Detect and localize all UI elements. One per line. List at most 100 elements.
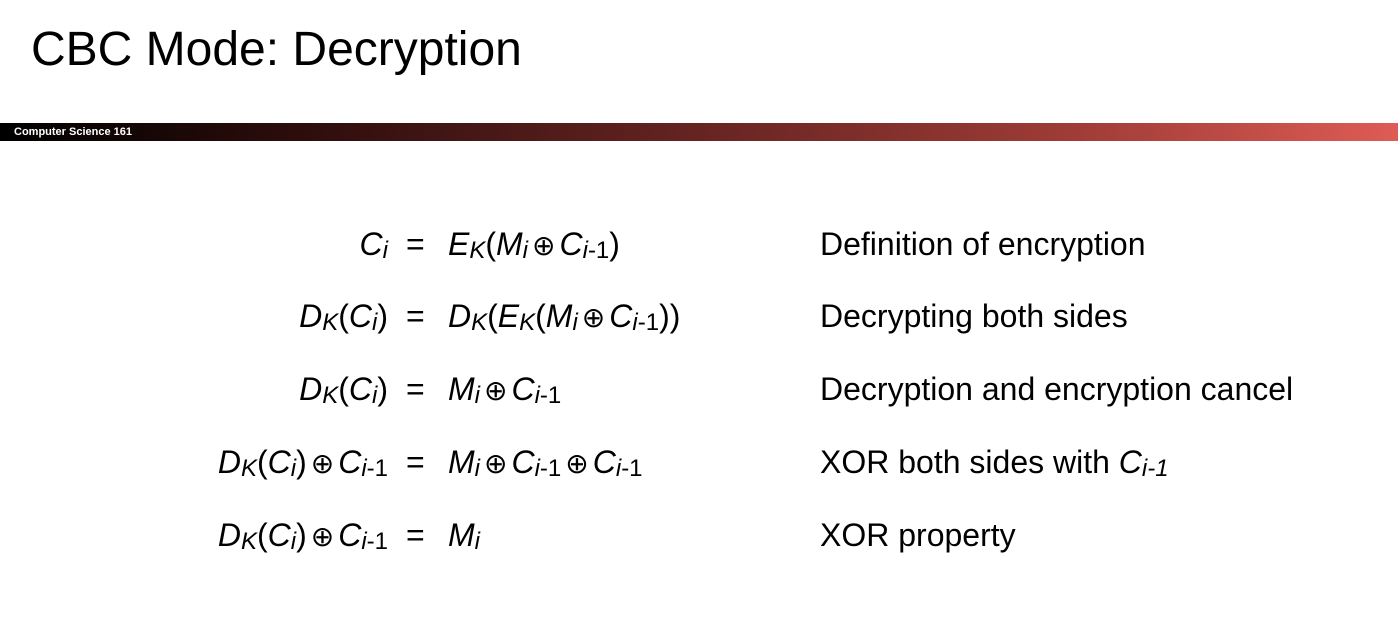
text-token: ) [609, 226, 620, 262]
math-variable: C [348, 298, 372, 334]
header-band: Computer Science 161 [0, 123, 1398, 141]
text-token: XOR both sides with [820, 444, 1119, 480]
math-variable: D [217, 517, 241, 553]
subscript: -1 [587, 237, 610, 264]
subscript: i [474, 382, 480, 409]
text-token: Decryption and encryption cancel [820, 371, 1294, 407]
math-variable: C [592, 444, 616, 480]
math-variable: D [299, 298, 323, 334]
math-variable: C [338, 517, 362, 553]
text-token: ( [256, 444, 268, 480]
subscript: K [322, 309, 339, 336]
subscript: -1 [366, 455, 388, 482]
equals-sign: = [406, 444, 425, 480]
subscript: i [534, 382, 540, 409]
subscript: i [361, 528, 367, 555]
math-variable: C [267, 517, 291, 553]
subscript: i [361, 455, 367, 482]
subscript: K [471, 309, 488, 336]
subscript: i [582, 237, 588, 264]
xor-operator: ⊕ [532, 230, 556, 261]
text-token: ( [487, 298, 498, 334]
equation-lhs: Ci [360, 222, 388, 270]
subscript: K [240, 528, 257, 555]
math-variable: M [448, 371, 475, 407]
math-variable: C [359, 226, 383, 262]
math-variable: C [1118, 444, 1142, 480]
derivation-row: DK(Ci) DK(EK(Mi ⊕ Ci-1)) Decrypting both sid… [0, 294, 1398, 338]
math-variable: D [299, 371, 323, 407]
subscript: -1 [637, 309, 660, 336]
text-token: )) [659, 298, 681, 334]
math-variable: E [448, 226, 470, 262]
derivation-row: DK(Ci) Mi ⊕ Ci-1 Decryption and encryption c… [0, 367, 1398, 411]
text-token: Decrypting both sides [820, 298, 1128, 334]
text-token: ( [256, 517, 268, 553]
math-variable: C [609, 298, 633, 334]
text-token: ) [377, 298, 388, 334]
slide-title: CBC Mode: Decryption [31, 23, 522, 76]
subscript: -1 [539, 382, 562, 409]
math-variable: C [267, 444, 291, 480]
subscript: -1 [539, 455, 562, 482]
step-description: XOR property [820, 513, 1016, 557]
math-variable: C [511, 444, 535, 480]
math-variable: C [338, 444, 362, 480]
equation-rhs: Mi ⊕ Ci-1 ⊕ Ci-1 [448, 440, 643, 488]
step-description: XOR both sides with Ci-1 [820, 440, 1169, 488]
math-variable: M [545, 298, 573, 334]
equation-rhs: EK(Mi ⊕ Ci-1) [448, 222, 620, 270]
subscript: i [615, 455, 622, 482]
text-token: ) [296, 517, 307, 553]
xor-operator: ⊕ [310, 521, 335, 552]
equals-sign: = [406, 371, 425, 407]
text-token: ( [338, 371, 349, 407]
subscript: i [534, 455, 540, 482]
subscript: K [240, 455, 257, 482]
text-token: ( [338, 298, 349, 334]
equals-sign: = [406, 298, 425, 334]
subscript: i [372, 382, 378, 409]
math-variable: M [448, 517, 475, 553]
subscript: K [519, 309, 536, 336]
step-description: Decryption and encryption cancel [820, 367, 1293, 411]
subscript: i [372, 309, 378, 336]
course-label: Computer Science 161 [14, 126, 132, 138]
equation-rhs: DK(EK(Mi ⊕ Ci-1)) [448, 294, 680, 342]
subscript: -1 [621, 455, 643, 482]
math-variable: C [511, 371, 535, 407]
text-token: ( [485, 226, 497, 262]
subscript: K [322, 382, 339, 409]
subscript: i [290, 528, 297, 555]
equals-sign: = [406, 226, 425, 262]
math-variable: D [217, 444, 241, 480]
xor-operator: ⊕ [565, 448, 589, 479]
math-variable: M [496, 226, 523, 262]
equation-rhs: Mi [448, 513, 480, 561]
math-variable: E [497, 298, 520, 334]
subscript: i [522, 237, 529, 264]
text-token: Definition of encryption [820, 226, 1146, 262]
subscript: i [382, 237, 388, 264]
subscript: K [469, 237, 486, 264]
text-token: ( [535, 298, 546, 334]
text-token: XOR property [820, 517, 1016, 553]
equation-lhs: DK(Ci) ⊕ Ci-1 [218, 513, 388, 561]
subscript: i [474, 528, 480, 555]
equation-lhs: DK(Ci) ⊕ Ci-1 [218, 440, 388, 488]
text-token: ) [296, 444, 307, 480]
subscript: -1 [366, 528, 388, 555]
derivation-row: Ci EK(Mi ⊕ Ci-1) Definition of encryption = [0, 222, 1398, 266]
equation-lhs: DK(Ci) [299, 367, 388, 415]
step-description: Definition of encryption [820, 222, 1146, 266]
math-variable: D [448, 298, 472, 334]
math-variable: M [448, 444, 475, 480]
math-variable: C [559, 226, 583, 262]
math-variable: C [348, 371, 372, 407]
equation-lhs: DK(Ci) [299, 294, 388, 342]
subscript: i [474, 455, 480, 482]
derivation-row: DK(Ci) ⊕ Ci-1 Mi ⊕ Ci-1 ⊕ Ci-1 XOR both sides wi… [0, 440, 1398, 484]
xor-operator: ⊕ [581, 302, 606, 333]
equals-sign: = [406, 517, 425, 553]
subscript: i [632, 309, 638, 336]
